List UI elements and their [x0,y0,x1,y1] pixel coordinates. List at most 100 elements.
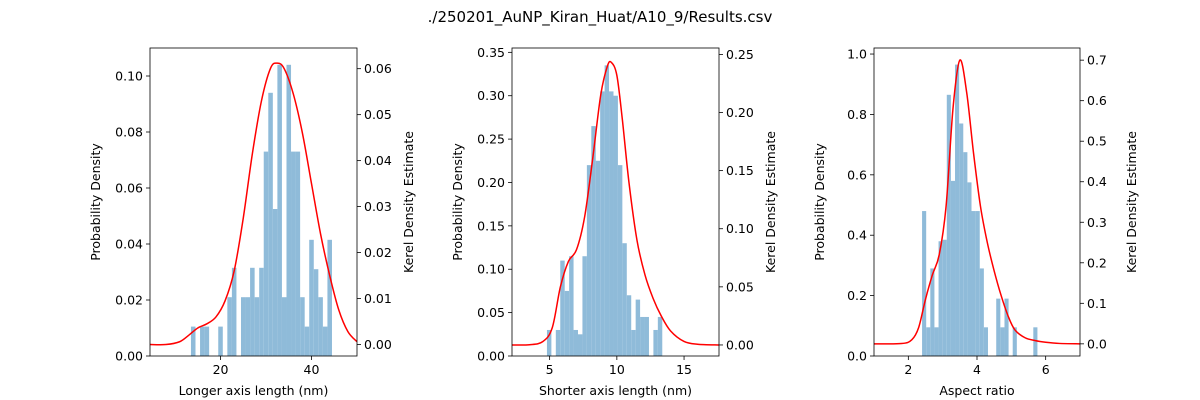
histogram-bar [983,327,988,356]
kde-curve [150,62,357,346]
histogram-bar [595,160,601,356]
x-tick-label: 6 [1042,362,1050,377]
histogram-bar [318,297,323,356]
y-tick-label-right: 0.10 [726,221,754,236]
histogram-bar [281,297,287,356]
y-tick-label-left: 0.4 [847,228,867,243]
y-tick-label-right: 0.03 [364,199,392,214]
histogram-bar [617,165,623,356]
y-axis-label-right: Kerel Density Estimate [1124,131,1139,273]
histogram-bar [272,209,278,356]
histogram-bar [609,91,614,356]
histogram-bar [600,91,605,356]
axes-frame [149,47,358,357]
y-tick-label-left: 0.35 [477,45,505,60]
y-tick-label-left: 0.15 [477,218,505,233]
histogram-bar [635,299,641,356]
y-axis-label-right: Kerel Density Estimate [401,131,416,273]
y-tick-label-left: 0.00 [115,349,143,364]
y-tick-label-right: 0.7 [1087,53,1107,68]
x-tick-label: 4 [973,362,981,377]
y-axis-label-left: Probability Density [450,143,465,261]
histogram-bar [309,239,314,356]
histogram-bar [250,267,255,356]
histogram-bar [657,316,663,356]
y-tick-label-right: 0.05 [726,279,754,294]
histogram-bar [963,152,968,356]
histogram-bar [582,256,587,356]
y-tick-label-left: 0.25 [477,132,505,147]
histogram-bar [577,334,583,356]
y-tick-label-right: 0.06 [364,61,392,76]
histogram-bar [322,326,328,356]
histogram-bar [971,211,976,356]
histogram-bar [930,268,935,356]
y-tick-label-left: 0.00 [477,349,505,364]
histogram-bar [286,64,292,356]
y-tick-label-right: 0.6 [1087,93,1107,108]
histogram-bar [946,94,951,356]
y-tick-label-left: 1.0 [847,47,867,62]
histogram-bar [300,297,305,356]
y-axis-label-right: Kerel Density Estimate [763,131,778,273]
y-tick-label-right: 0.2 [1087,255,1107,270]
axes-frame [511,47,720,357]
histogram-bar [591,126,596,356]
histogram-bars [190,64,332,356]
y-tick-label-left: 0.10 [115,69,143,84]
x-axis-label: Aspect ratio [939,383,1014,398]
y-tick-label-right: 0.00 [726,337,754,352]
y-tick-label-right: 0.01 [364,291,392,306]
histogram-bar [1000,327,1005,356]
y-tick-label-left: 0.30 [477,88,505,103]
kde-curve [874,59,1080,345]
histogram-bar [1033,327,1038,356]
histogram-bars [546,65,663,356]
y-tick-label-left: 0.2 [847,288,867,303]
y-tick-label-right: 0.00 [364,337,392,352]
histogram-bar [1004,298,1009,356]
y-tick-label-left: 0.06 [115,181,143,196]
histogram-bar [653,329,658,356]
y-tick-label-left: 0.08 [115,125,143,140]
histogram-bar [922,211,927,356]
histogram-bar [586,165,592,356]
histogram-bar [934,327,939,356]
histogram-bar [313,269,319,356]
histogram-bar [268,92,273,356]
histogram-bar [555,329,561,356]
y-tick-label-right: 0.0 [1087,336,1107,351]
x-axis-label: Shorter axis length (nm) [539,383,692,398]
histogram-bar [640,316,645,356]
histogram-bar [190,326,196,356]
x-tick-label: 20 [213,362,229,377]
histogram-bar [950,180,956,356]
histogram-bar [938,241,943,356]
histogram-bar [942,239,947,356]
y-tick-label-left: 0.0 [847,349,867,364]
histogram-bar [200,326,205,356]
y-tick-label-right: 0.20 [726,105,754,120]
histogram-bar [644,316,649,356]
y-tick-label-left: 0.6 [847,167,867,182]
histogram-bar [227,297,232,356]
y-tick-label-left: 0.04 [115,237,143,252]
y-tick-label-right: 0.4 [1087,174,1107,189]
histogram-bar [277,64,282,356]
histogram-bar [622,243,627,356]
longer-axis-histogram-panel: 20 40 0.00 0.02 0.04 0.06 0.08 0.10 0.00 0.01 0.02… [88,47,416,398]
histogram-bar [926,327,931,356]
histogram-bar [626,295,632,356]
y-tick-label-right: 0.5 [1087,134,1107,149]
histogram-bar [564,290,570,356]
x-tick-label: 15 [676,362,692,377]
x-tick-label: 5 [546,362,554,377]
y-tick-label-left: 0.05 [477,305,505,320]
figure-title: ./250201_AuNP_Kiran_Huat/A10_9/Results.c… [428,8,773,27]
y-tick-label-right: 0.02 [364,245,392,260]
histogram-bar [295,151,301,356]
histogram-bar [1012,327,1017,356]
histogram-bars [922,64,1038,356]
x-tick-label: 2 [904,362,912,377]
